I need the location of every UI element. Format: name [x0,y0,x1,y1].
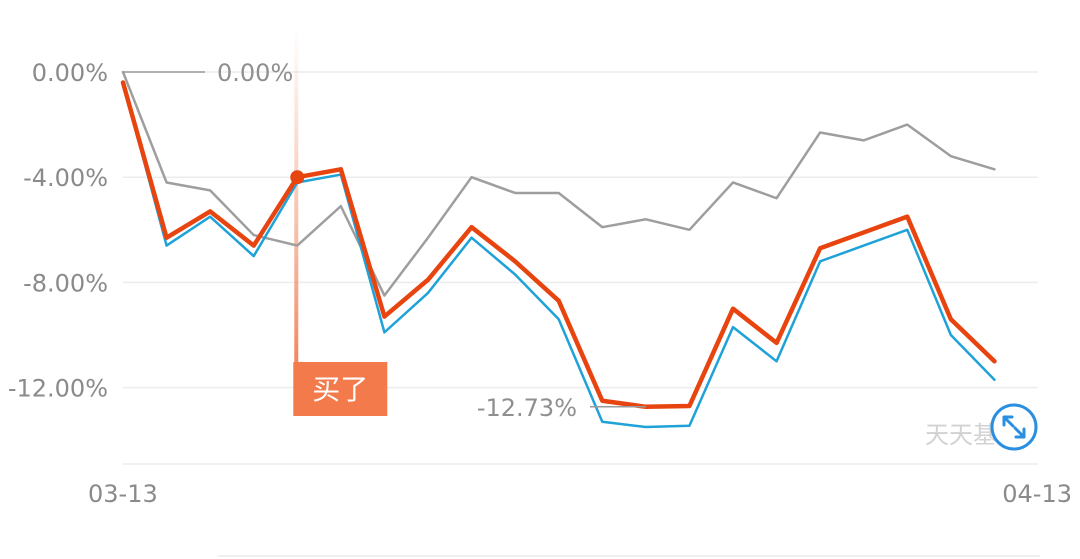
buy-label-box[interactable] [293,362,388,416]
min-value-label: -12.73% [477,394,577,422]
series-line [120,80,997,410]
series-line [121,81,996,429]
expand-icon[interactable] [990,403,1038,451]
y-axis-ticks: 0.00% -4.00% -8.00% -12.00% [8,59,108,403]
y-tick-label: -4.00% [23,164,108,192]
annotations: 0.00% -12.73% [123,59,646,422]
buy-point [290,170,305,185]
x-tick-label: 03-13 [88,480,158,508]
gridlines [123,71,1040,557]
buy-marker[interactable]: 买了 [293,30,388,416]
x-axis-ticks: 03-13 04-13 [88,480,1072,508]
buy-marker-line [294,30,299,362]
series-lines [120,70,997,429]
y-tick-label: 0.00% [32,59,108,87]
y-tick-label: -12.00% [8,375,108,403]
watermark: 天天基金 [925,403,1038,451]
buy-label[interactable]: 买了 [312,373,368,406]
top-value-label: 0.00% [217,59,293,87]
x-tick-label: 04-13 [1002,480,1072,508]
y-tick-label: -8.00% [23,269,108,297]
series-line [121,70,996,297]
